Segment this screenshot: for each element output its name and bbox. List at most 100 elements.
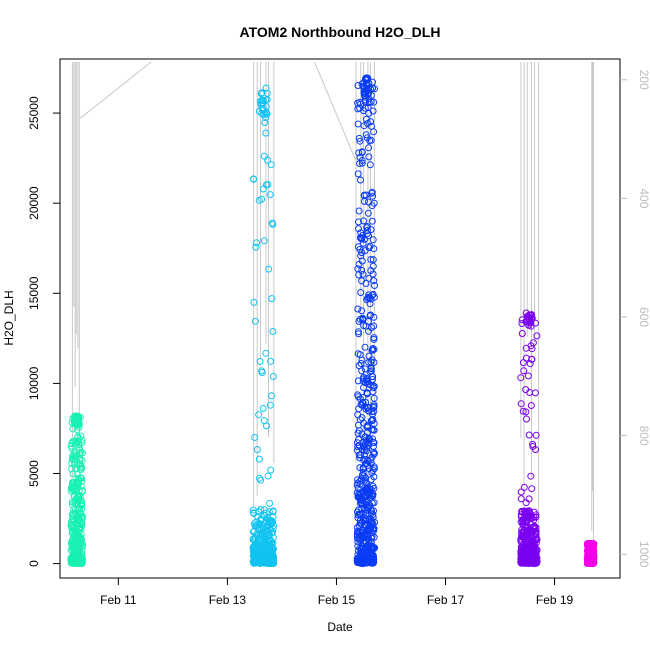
data-point — [522, 354, 530, 362]
data-point — [354, 305, 362, 313]
data-point — [257, 531, 265, 539]
data-point — [364, 209, 372, 217]
data-point — [360, 501, 368, 508]
data-point — [529, 443, 537, 450]
data-point — [358, 414, 366, 422]
data-point — [70, 523, 78, 530]
data-point — [269, 508, 277, 516]
data-points-layer — [67, 74, 598, 568]
data-point — [356, 464, 364, 472]
data-point — [250, 298, 258, 306]
data-point — [354, 476, 362, 484]
data-point — [257, 90, 265, 98]
data-point — [357, 360, 365, 367]
data-point — [74, 531, 82, 539]
data-point — [259, 185, 267, 193]
data-point — [527, 342, 535, 350]
data-point — [528, 311, 536, 319]
data-point — [357, 229, 365, 237]
data-point — [357, 176, 364, 184]
x-tick-label: Feb 15 — [318, 593, 356, 607]
data-point — [359, 399, 367, 407]
data-point — [369, 490, 377, 498]
data-point — [360, 451, 368, 459]
data-point — [525, 431, 533, 439]
data-point — [269, 539, 277, 547]
data-point — [355, 317, 363, 325]
y-tick-label: 5000 — [27, 460, 41, 487]
data-point — [72, 465, 80, 472]
data-point — [370, 545, 378, 553]
data-point — [354, 120, 362, 128]
data-point — [363, 447, 370, 455]
data-point — [370, 345, 378, 353]
data-point — [266, 191, 274, 199]
y-tick-label: 20000 — [27, 186, 41, 220]
right-tick-label: 800 — [637, 426, 650, 446]
data-point — [357, 234, 365, 242]
x-tick-label: Feb 19 — [536, 593, 574, 607]
data-point — [369, 270, 377, 278]
data-point — [527, 322, 535, 330]
data-point — [370, 450, 378, 458]
data-point — [74, 505, 82, 513]
data-point — [75, 419, 83, 427]
data-point — [517, 495, 525, 503]
data-point — [523, 553, 531, 561]
data-point — [74, 543, 82, 551]
data-point — [368, 356, 376, 364]
data-point — [368, 490, 376, 498]
data-point — [517, 559, 525, 567]
data-point — [77, 432, 85, 440]
data-point — [265, 265, 273, 273]
data-point — [367, 364, 375, 372]
chart-title: ATOM2 Northbound H2O_DLH — [240, 24, 441, 40]
data-point — [531, 523, 539, 531]
x-axis-label: Date — [327, 620, 353, 634]
data-point — [361, 343, 369, 351]
data-point — [74, 481, 82, 489]
data-point — [250, 175, 258, 183]
data-point — [522, 499, 530, 507]
x-tick-label: Feb 13 — [209, 593, 247, 607]
right-axis: 200 400 600 800 1000 — [620, 70, 650, 568]
data-point — [73, 438, 81, 446]
data-point — [365, 232, 372, 240]
data-point — [359, 270, 367, 278]
data-point — [250, 520, 258, 528]
data-point — [518, 320, 526, 327]
data-point — [360, 217, 368, 225]
data-point — [532, 511, 540, 519]
data-point — [367, 507, 375, 514]
data-point — [358, 235, 366, 243]
data-point — [360, 87, 368, 95]
data-point — [371, 544, 379, 552]
data-point — [264, 156, 272, 164]
data-point — [356, 137, 364, 145]
data-point — [365, 557, 373, 565]
data-point — [369, 373, 377, 381]
data-point — [363, 134, 371, 142]
data-point — [356, 98, 364, 106]
data-point — [260, 555, 267, 563]
data-point — [367, 295, 375, 303]
data-point — [75, 494, 83, 501]
data-point — [72, 510, 80, 517]
data-point — [370, 322, 378, 330]
data-point — [68, 553, 76, 561]
data-point — [355, 149, 363, 157]
data-point — [262, 96, 270, 104]
data-point — [368, 408, 376, 416]
data-point — [358, 307, 366, 315]
data-point — [269, 513, 277, 521]
data-point — [266, 531, 273, 539]
data-point — [528, 485, 536, 493]
data-point — [361, 247, 369, 255]
data-point — [370, 334, 378, 342]
data-point — [520, 526, 528, 534]
data-point — [588, 557, 596, 565]
data-point — [256, 474, 263, 482]
data-point — [365, 153, 373, 161]
data-point — [521, 507, 529, 515]
